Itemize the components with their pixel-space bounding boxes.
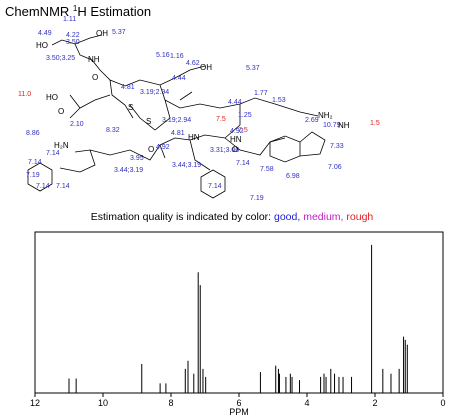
- shift-label: 1.5: [370, 120, 380, 127]
- shift-label: 7.5: [238, 127, 248, 134]
- shift-label: 7.14: [56, 183, 70, 190]
- shift-label: 8.86: [26, 130, 40, 137]
- shift-label: 1.53: [272, 97, 286, 104]
- x-tick-label: 4: [304, 398, 309, 408]
- shift-label: OH: [96, 29, 108, 38]
- shift-label: 3.44;3.19: [172, 162, 201, 169]
- shift-label: 11.0: [18, 91, 31, 98]
- shift-label: 2.10: [70, 121, 84, 128]
- quality-legend: Estimation quality is indicated by color…: [91, 211, 374, 223]
- shift-label: HO: [36, 41, 48, 50]
- shift-label: 1.16: [170, 53, 184, 60]
- shift-label: 3.19;2.94: [140, 89, 169, 96]
- shift-label: 6.98: [286, 173, 300, 180]
- shift-label: HO: [46, 93, 58, 102]
- shift-label: OH: [200, 63, 212, 72]
- shift-label: 7.33: [330, 143, 344, 150]
- x-axis-label: PPM: [229, 407, 249, 416]
- shift-label: O: [58, 107, 64, 116]
- shift-label: 3.31;3.06: [210, 147, 239, 154]
- shift-label: 1.77: [254, 90, 268, 97]
- shift-label: 3.50: [66, 39, 80, 46]
- shift-label: 7.19: [26, 172, 40, 179]
- shift-label: 4.81: [121, 84, 135, 91]
- title: ChemNMR 1H Estimation: [5, 4, 151, 19]
- x-tick-label: 6: [236, 398, 241, 408]
- shift-label: H₂N: [54, 141, 69, 150]
- shift-label: NH: [88, 55, 100, 64]
- shift-label: 5.37: [246, 65, 260, 72]
- shift-label: 5.37: [112, 29, 126, 36]
- shift-label: O: [148, 145, 154, 154]
- shift-label: 10.79: [323, 122, 341, 129]
- title-rest: H Estimation: [77, 4, 151, 19]
- shift-label: 7.14: [36, 183, 50, 190]
- shift-label: 1.25: [238, 112, 252, 119]
- shift-label: 4.49: [38, 30, 52, 37]
- shift-label: 7.14: [208, 183, 222, 190]
- spectrum: 12 10 8 6 4 2 0 PPM: [30, 231, 446, 416]
- x-tick-label: 8: [168, 398, 173, 408]
- shift-label: 4.92: [230, 128, 244, 135]
- legend-text: Estimation quality is indicated by color…: [91, 211, 271, 223]
- shift-label: 7.14: [236, 160, 250, 167]
- x-tick-label: 10: [98, 398, 108, 408]
- quality-item: medium,: [303, 211, 343, 223]
- shift-label: 7.58: [260, 166, 274, 173]
- shift-label: 3.50;3.25: [46, 55, 75, 62]
- shift-label: 7.5: [216, 116, 226, 123]
- shift-label: 4.22: [66, 32, 80, 39]
- shift-label: 8.32: [106, 127, 120, 134]
- shift-label: 3.44;3.19: [114, 167, 143, 174]
- title-sup: 1: [73, 4, 78, 13]
- shift-label: HN: [230, 135, 242, 144]
- shift-label: 4.92: [156, 144, 170, 151]
- shift-label: HN: [188, 133, 200, 142]
- shift-label: 4.62: [186, 60, 200, 67]
- shift-label: 7.06: [328, 164, 342, 171]
- shift-label: 3.95: [130, 155, 144, 162]
- shift-label: 5.16: [156, 52, 170, 59]
- shift-label: 1.11: [63, 16, 76, 23]
- title-main: ChemNMR: [5, 4, 69, 19]
- quality-item: rough: [346, 211, 373, 223]
- shift-label: 7.19: [250, 195, 264, 202]
- plot-frame: [34, 231, 444, 394]
- shift-label: 4.44: [172, 75, 186, 82]
- shift-label: 4.81: [171, 130, 185, 137]
- x-tick-label: 0: [440, 398, 445, 408]
- shift-label: O: [232, 145, 238, 154]
- shift-label: 7.14: [28, 159, 42, 166]
- molecule-bonds: [27, 34, 326, 199]
- shift-label: 2.69: [305, 117, 319, 124]
- shift-label: NH₂: [318, 111, 333, 120]
- shift-label: O: [92, 73, 98, 82]
- shift-label: 4.44: [228, 99, 242, 106]
- shift-label: 7.14: [46, 150, 60, 157]
- shift-label: S: [128, 103, 133, 112]
- x-tick-label: 12: [30, 398, 40, 408]
- quality-item: good,: [274, 211, 300, 223]
- shift-label: S: [146, 117, 151, 126]
- shift-label: NH: [338, 121, 350, 130]
- shift-label: 3.19;2.94: [162, 117, 191, 124]
- x-tick-label: 2: [372, 398, 377, 408]
